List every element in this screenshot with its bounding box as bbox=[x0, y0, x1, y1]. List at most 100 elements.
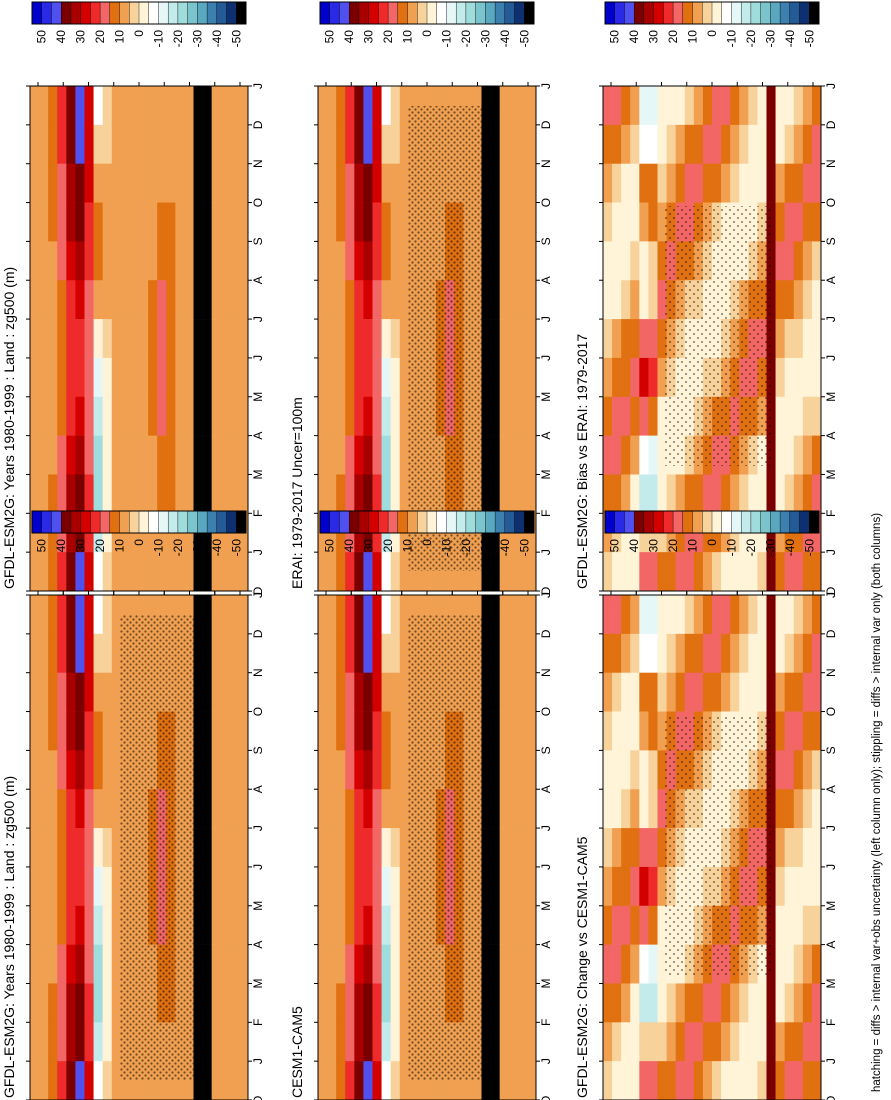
colorbar-label: 20 bbox=[666, 539, 680, 553]
heat-cell bbox=[693, 595, 704, 635]
heat-cell bbox=[30, 241, 40, 281]
heat-cell bbox=[238, 435, 249, 475]
heat-cell bbox=[811, 552, 822, 592]
heat-cell bbox=[381, 124, 391, 164]
heat-cell bbox=[175, 474, 185, 514]
heat-cell bbox=[129, 396, 140, 436]
heat-cell bbox=[802, 280, 813, 320]
heat-cell bbox=[508, 241, 519, 281]
month-tick-label: A bbox=[251, 941, 265, 949]
heat-cell bbox=[603, 750, 613, 790]
heat-cell bbox=[48, 750, 58, 790]
heat-cell bbox=[630, 474, 640, 514]
heat-cell bbox=[811, 1061, 822, 1100]
heat-cell bbox=[166, 241, 176, 281]
footnote: hatching = diffs > internal var+obs unce… bbox=[871, 513, 883, 1092]
colorbar-label: -30 bbox=[190, 539, 204, 557]
heat-cell bbox=[526, 1022, 537, 1062]
month-tick-label: J bbox=[539, 83, 553, 89]
colorbar-label: -20 bbox=[459, 539, 473, 557]
heat-cell bbox=[75, 1022, 85, 1062]
heat-cell bbox=[184, 357, 194, 398]
heat-cell bbox=[39, 828, 49, 868]
heat-cell bbox=[157, 86, 167, 126]
heat-cell bbox=[612, 828, 622, 868]
heat-cell bbox=[327, 672, 337, 712]
heat-cell bbox=[57, 595, 67, 635]
heat-cell bbox=[666, 86, 676, 126]
heat-cell bbox=[157, 280, 167, 320]
heat-cell bbox=[193, 319, 203, 359]
heat-cell bbox=[399, 1061, 410, 1100]
heat-cell bbox=[129, 86, 140, 126]
heat-cell bbox=[30, 1061, 40, 1100]
heat-cell bbox=[390, 1022, 401, 1062]
heat-cell bbox=[730, 1022, 740, 1062]
heat-cell bbox=[220, 241, 231, 281]
heat-cell bbox=[93, 124, 103, 164]
heat-cell bbox=[211, 944, 222, 984]
month-tick-label: N bbox=[251, 159, 265, 168]
colorbar-swatch bbox=[90, 1, 101, 25]
colorbar-swatch bbox=[167, 510, 179, 534]
heat-cell bbox=[390, 905, 401, 945]
heat-cell bbox=[166, 552, 176, 592]
heat-cell bbox=[517, 633, 528, 673]
heat-cell bbox=[802, 163, 813, 203]
heat-cell bbox=[526, 983, 537, 1023]
heat-cell bbox=[75, 241, 85, 281]
heat-cell bbox=[238, 1022, 249, 1062]
heat-cell bbox=[111, 396, 122, 436]
heat-cell bbox=[148, 595, 158, 635]
heat-cell bbox=[612, 983, 622, 1023]
month-tick-label: J bbox=[251, 592, 265, 598]
heat-cell bbox=[363, 983, 373, 1023]
colorbar-label: 40 bbox=[54, 539, 68, 553]
heat-cell bbox=[120, 319, 131, 359]
heat-cell bbox=[657, 905, 667, 945]
colorbar-swatch bbox=[358, 510, 370, 534]
colorbar-swatch bbox=[90, 510, 101, 534]
heat-cell bbox=[39, 124, 49, 164]
heat-cell bbox=[336, 905, 346, 945]
heat-cell bbox=[345, 202, 355, 242]
heat-cell bbox=[48, 552, 58, 592]
heat-cell bbox=[702, 672, 713, 712]
heat-cell bbox=[712, 1061, 722, 1100]
heat-cell bbox=[57, 86, 67, 126]
heat-cell bbox=[657, 1022, 667, 1062]
panel-title: GFDL-ESM2G: Years 1980-1999 : Land : zg5… bbox=[1, 776, 17, 1098]
heat-cell bbox=[702, 595, 713, 635]
heat-cell bbox=[102, 319, 113, 359]
colorbar-swatch bbox=[702, 510, 713, 534]
heat-cell bbox=[381, 866, 391, 907]
month-tick-label: A bbox=[251, 432, 265, 440]
heat-cell bbox=[111, 983, 122, 1023]
heat-cell bbox=[612, 672, 622, 712]
month-tick-label: J bbox=[824, 1058, 838, 1064]
stippling bbox=[408, 615, 498, 1080]
month-tick-label: F bbox=[824, 510, 838, 517]
heat-cell bbox=[327, 828, 337, 868]
heat-cell bbox=[399, 672, 410, 712]
heat-cell bbox=[381, 319, 391, 359]
heat-cell bbox=[612, 633, 622, 673]
heat-cell bbox=[526, 866, 537, 907]
heat-cell bbox=[363, 672, 373, 712]
heat-cell bbox=[381, 828, 391, 868]
heat-cell bbox=[417, 86, 428, 126]
heat-cell bbox=[639, 983, 649, 1023]
heat-cell bbox=[354, 905, 364, 945]
heat-cell bbox=[603, 396, 613, 436]
colorbar-label: -40 bbox=[210, 30, 224, 48]
heat-cell bbox=[84, 396, 94, 436]
colorbar-swatch bbox=[682, 1, 693, 25]
heat-cell bbox=[363, 633, 373, 673]
heat-cell bbox=[166, 163, 176, 203]
heat-cell bbox=[399, 124, 410, 164]
month-tick-label: D bbox=[539, 1095, 553, 1100]
heat-cell bbox=[129, 474, 140, 514]
heat-cell bbox=[220, 280, 231, 320]
heat-cell bbox=[48, 319, 58, 359]
heat-cell bbox=[639, 1061, 649, 1100]
